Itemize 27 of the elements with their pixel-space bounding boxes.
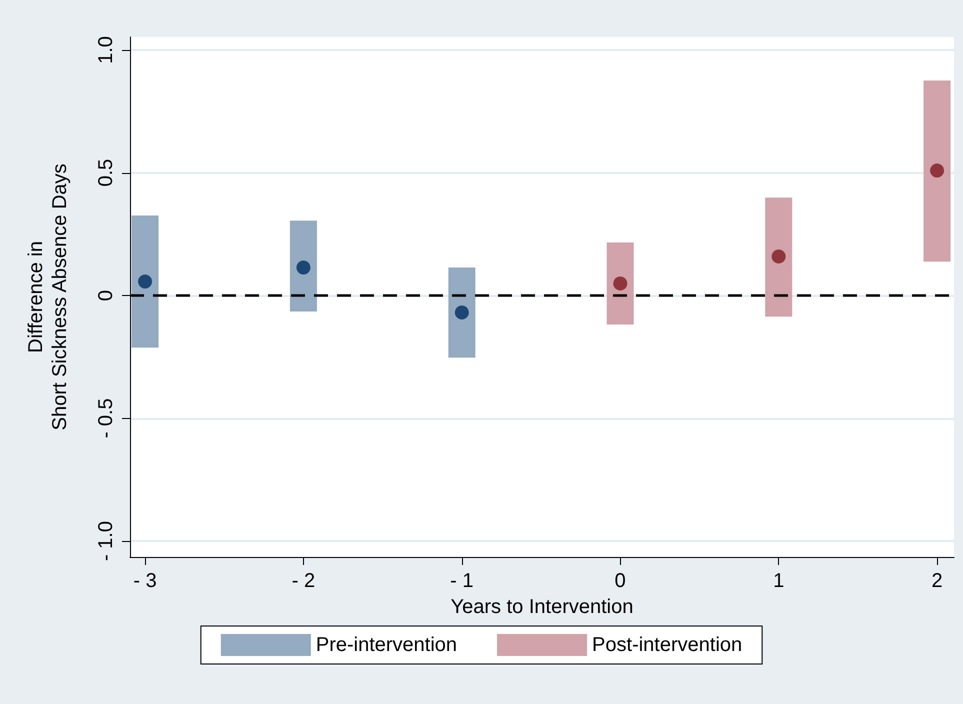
bar [132, 215, 159, 348]
point [613, 276, 628, 290]
x-tick-label: 1 [773, 570, 784, 592]
bar [606, 242, 634, 324]
point [454, 305, 469, 320]
legend-label: Post-intervention [592, 634, 742, 656]
y-tick-label: - 1.0 [95, 521, 117, 562]
x-tick-label: - 2 [292, 570, 316, 592]
x-tick-label: - 3 [133, 570, 157, 592]
y-tick-label: 1.0 [95, 36, 117, 64]
x-tick-label: - 1 [450, 570, 474, 592]
bar [448, 268, 476, 358]
x-tick-label: 0 [614, 570, 626, 592]
y-tick-label: - 0.5 [95, 398, 117, 438]
point [296, 260, 310, 275]
y-axis-title: Difference in Short Sickness Absence Days [25, 164, 71, 430]
point [138, 274, 152, 289]
bar [290, 220, 317, 312]
point [772, 249, 786, 264]
x-tick-label: 2 [931, 570, 943, 592]
y-tick-label: 0 [95, 290, 117, 302]
bar [924, 80, 951, 262]
bar [765, 198, 792, 317]
x-axis-title: Years to Intervention [450, 596, 634, 618]
y-tick-label: 0.5 [95, 158, 117, 187]
point [930, 164, 944, 178]
legend-label: Pre-intervention [316, 634, 458, 656]
